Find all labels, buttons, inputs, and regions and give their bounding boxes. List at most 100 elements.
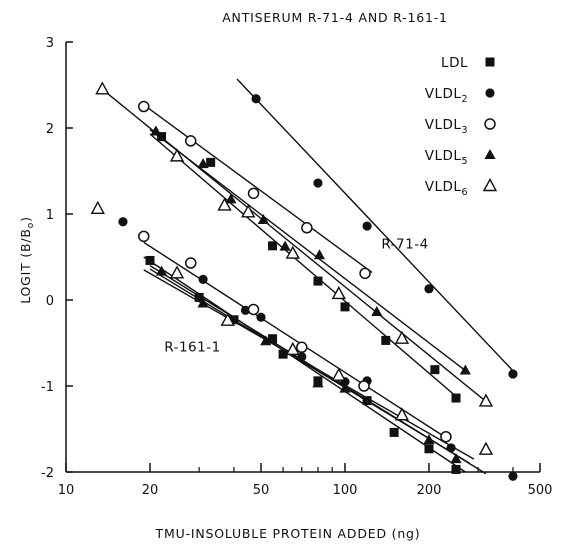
data-point-square-filled [268, 241, 278, 251]
x-axis-title: TMU-INSOLUBLE PROTEIN ADDED (ng) [155, 526, 421, 541]
x-tick-label: 50 [253, 483, 270, 498]
legend-marker-vldl6 [482, 178, 498, 192]
x-tick-label: 200 [417, 483, 442, 498]
data-point-square-filled [451, 464, 461, 474]
data-point-circle-filled [508, 369, 518, 379]
data-point-circle-open [358, 380, 370, 392]
y-tick-label: 3 [46, 36, 54, 51]
y-tick-label: 1 [46, 208, 54, 223]
legend-label-ldl: LDL [441, 55, 468, 71]
legend-marker-vldl3 [484, 118, 496, 130]
legend-marker-triangle-open [482, 178, 498, 192]
legend-label-vldl6: VLDL6 [425, 179, 468, 198]
data-point-triangle-open [394, 407, 410, 421]
data-point-triangle-open [285, 341, 300, 356]
data-point-triangle-open [478, 393, 494, 407]
data-point-square-filled [278, 349, 288, 359]
data-point-circle-filled [240, 305, 251, 315]
y-axis-title-main: LOGIT (B/B [18, 228, 33, 304]
legend-label-vldl2: VLDL2 [425, 86, 468, 105]
data-point-square-filled [229, 315, 239, 325]
data-point-triangle-open [90, 200, 105, 215]
data-point-square-filled [451, 393, 461, 403]
x-ticks: 10 20 50 100 200 500 [58, 463, 553, 498]
data-point-square-filled [424, 444, 434, 454]
data-point-triangle-filled [450, 453, 462, 464]
legend: LDL VLDL2 VLDL3 VLDL5 VLDL6 [425, 55, 498, 198]
legend-marker-vldl5 [484, 149, 496, 159]
data-point-triangle-filled [423, 434, 435, 445]
y-axis-title-close: ) [18, 216, 33, 222]
legend-item-vldl3: VLDL3 [425, 117, 496, 136]
legend-marker-square-filled [485, 57, 495, 67]
legend-marker-triangle-filled [484, 149, 496, 159]
data-point-triangle-filled [197, 297, 209, 308]
data-point-triangle-open [220, 312, 235, 326]
fit-line-r-161-1-circle-open [143, 241, 447, 439]
x-tick-label: 100 [333, 483, 358, 498]
x-tick-label: 20 [142, 483, 159, 498]
annotation-r-71-4: R-71-4 [381, 236, 428, 252]
data-point-square-filled [206, 157, 216, 167]
data-point-triangle-filled [225, 193, 237, 204]
data-point-triangle-filled [313, 249, 326, 260]
data-point-circle-open [138, 100, 150, 113]
data-point-circle-filled [362, 221, 372, 231]
legend-item-vldl2: VLDL2 [425, 86, 495, 105]
data-point-circle-open [440, 430, 452, 443]
data-point-triangle-filled [459, 364, 471, 375]
chart-title: ANTISERUM R-71-4 AND R-161-1 [222, 10, 448, 25]
data-point-circle-filled [251, 94, 261, 104]
data-point-square-filled [389, 427, 399, 437]
data-point-triangle-filled [371, 306, 383, 317]
data-point-triangle-open [394, 330, 410, 344]
data-point-triangle-open [285, 245, 300, 259]
data-point-circle-open [247, 187, 260, 200]
y-ticks: -2 -1 0 1 2 3 [41, 36, 73, 481]
data-point-circle-filled [508, 471, 518, 481]
data-point-circle-open [185, 257, 197, 269]
data-point-circle-open [296, 341, 308, 354]
data-point-triangle-open [169, 148, 185, 162]
axes [65, 42, 540, 473]
data-point-triangle-open [331, 367, 346, 381]
y-axis-title-sub: o [26, 222, 36, 228]
data-point-circle-filled [313, 178, 323, 188]
data-point-circle-open [301, 222, 313, 234]
data-point-square-filled [313, 276, 323, 286]
data-point-triangle-filled [197, 158, 209, 169]
data-point-square-filled [194, 292, 204, 302]
x-tick-label: 500 [528, 483, 553, 498]
legend-label-vldl5: VLDL5 [425, 148, 468, 167]
data-point-triangle-open [241, 204, 256, 218]
data-point-circle-open [138, 230, 150, 243]
legend-marker-ldl [485, 57, 495, 67]
data-point-circle-filled [198, 274, 208, 284]
fit-line-r-71-4-triangle-filled [149, 129, 466, 372]
x-tick-label: 10 [58, 483, 75, 498]
data-point-circle-open [185, 135, 197, 147]
data-point-triangle-filled [312, 377, 324, 388]
data-point-triangle-open [95, 81, 110, 95]
data-point-square-filled [157, 132, 167, 142]
data-point-square-filled [340, 302, 350, 312]
data-point-triangle-filled [260, 335, 272, 346]
data-point-circle-filled [424, 284, 434, 294]
data-point-triangle-filled [155, 265, 168, 276]
data-point-square-filled [362, 396, 372, 406]
legend-label-vldl3: VLDL3 [425, 117, 468, 136]
data-point-triangle-filled [150, 125, 162, 136]
data-point-triangle-filled [339, 382, 351, 393]
data-point-triangle-open [331, 286, 346, 300]
data-point-square-filled [268, 334, 278, 344]
data-point-square-filled [381, 335, 391, 345]
y-axis-title: LOGIT (B/Bo) [18, 216, 36, 304]
data-point-triangle-open [217, 197, 232, 211]
fit-line-r-71-4-square-filled [149, 133, 457, 397]
fit-lines [101, 78, 517, 475]
legend-marker-circle-open [484, 118, 496, 130]
y-tick-label: 2 [46, 122, 54, 137]
legend-item-ldl: LDL [441, 55, 495, 71]
data-point-triangle-open [169, 265, 185, 279]
